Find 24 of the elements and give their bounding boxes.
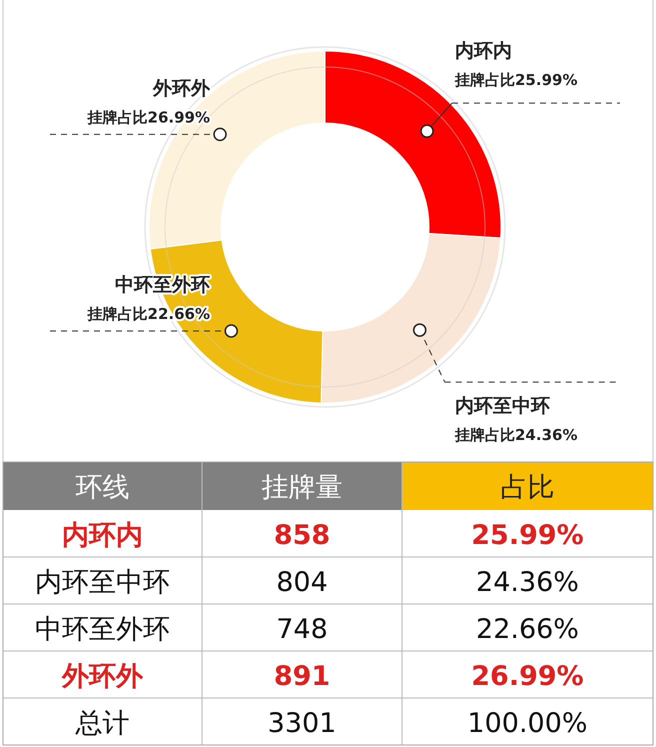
- data-label: 100.00%: [467, 708, 588, 739]
- category-label: 总计: [74, 708, 130, 739]
- slice-label: 外环外: [152, 77, 211, 100]
- data-label: 3301: [268, 708, 336, 739]
- data-label: 858: [274, 520, 330, 551]
- data-label: 24.36%: [476, 567, 579, 598]
- category-label: 内环至中环: [35, 567, 170, 598]
- text: 挂牌量: [262, 472, 342, 503]
- data-label: 挂牌占比25.99%: [454, 71, 578, 90]
- data-label: 挂牌占比24.36%: [454, 426, 578, 444]
- slice-label: 内环至中环: [455, 395, 550, 418]
- data-label: 挂牌占比26.99%: [86, 108, 210, 126]
- data-label: 25.99%: [471, 520, 584, 551]
- data-label: 26.99%: [471, 661, 584, 692]
- data-label: 748: [276, 614, 328, 645]
- category-label: 内环内: [62, 520, 143, 551]
- slice-label: 内环内: [455, 40, 512, 62]
- category-label: 外环外: [61, 661, 144, 692]
- text: 环线: [76, 472, 130, 503]
- data-label: 804: [276, 567, 328, 598]
- category-label: 中环至外环: [35, 614, 170, 645]
- text: 占比: [500, 472, 554, 503]
- data-label: 22.66%: [476, 614, 579, 645]
- data-label: 891: [274, 661, 330, 692]
